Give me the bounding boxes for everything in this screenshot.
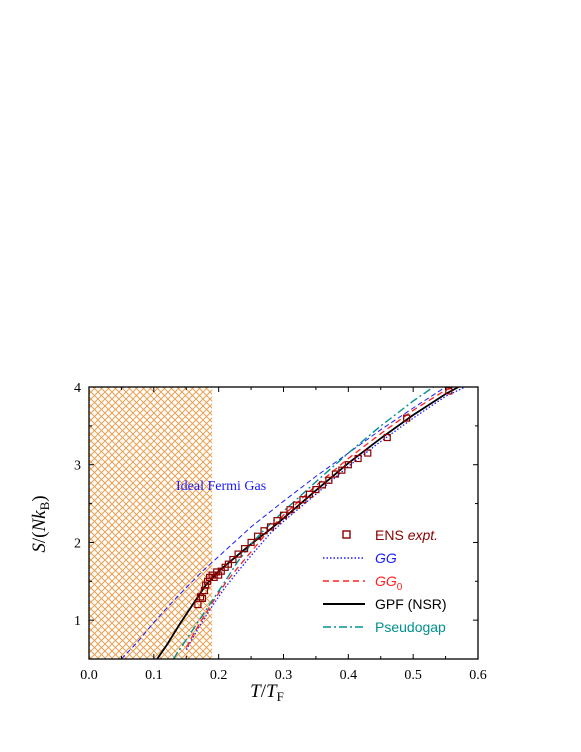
ens-data-point	[198, 594, 207, 602]
legend-label: GPF (NSR)	[375, 596, 447, 612]
ens-marker-layer	[194, 387, 453, 609]
ens-data-point	[325, 476, 333, 484]
y-tick-label: 4	[74, 381, 81, 396]
ens-data-point	[196, 593, 205, 601]
x-axis-title: T/TF	[250, 681, 284, 704]
x-tick-label: 0.1	[145, 668, 163, 683]
y-tick-label: 2	[74, 536, 81, 551]
ens-data-point	[217, 567, 225, 575]
ens-data-point	[260, 527, 268, 535]
ticks-layer: 0.0 0.1 0.2 0.3 0.4 0.5 0.6 1 2 3 4	[74, 381, 487, 683]
legend-label: GG0	[375, 573, 403, 593]
series-line-dashed	[185, 387, 456, 648]
ens-data-point	[312, 485, 320, 494]
x-tick-label: 0.3	[275, 668, 293, 683]
ens-data-point	[383, 433, 391, 442]
series-line-dash-dot	[172, 387, 435, 659]
ens-data-point	[318, 481, 326, 489]
ens-data-point	[253, 532, 262, 540]
ens-data-point	[247, 538, 255, 547]
legend-label: GG	[375, 550, 397, 566]
ens-data-point	[266, 523, 275, 531]
ens-data-point	[338, 466, 346, 474]
ens-data-point	[354, 454, 362, 463]
ens-data-point	[241, 545, 249, 553]
legend-swatch-marker	[342, 530, 351, 539]
ens-data-point	[292, 501, 301, 509]
ens-data-point	[299, 496, 307, 504]
x-tick-label: 0.5	[404, 668, 422, 683]
legend-label: Pseudogap	[375, 619, 446, 635]
y-axis-title: S/(NkB)	[29, 495, 52, 552]
series-line-dashed-ideal	[121, 387, 446, 659]
x-tick-label: 0.4	[340, 668, 358, 683]
ens-data-point	[344, 461, 352, 469]
ens-data-point	[194, 600, 202, 609]
x-tick-label: 0.0	[80, 668, 98, 683]
y-tick-label: 3	[74, 459, 81, 474]
ens-data-point	[273, 517, 281, 525]
hatched-region	[89, 387, 213, 659]
ens-data-point	[286, 506, 294, 514]
ens-data-point	[445, 387, 453, 395]
ens-data-point	[364, 449, 372, 457]
ens-data-point	[224, 560, 232, 568]
x-tick-label: 0.6	[469, 668, 487, 683]
ens-data-point	[202, 581, 210, 589]
ens-data-point	[403, 414, 411, 422]
legend: ENS expt. GG GG0 GPF (NSR) Pseudogap	[323, 527, 447, 635]
legend-label: ENS expt.	[375, 527, 438, 543]
annotation-ideal-fermi-gas: Ideal Fermi Gas	[176, 479, 266, 494]
x-tick-label: 0.2	[210, 668, 228, 683]
y-tick-label: 1	[74, 614, 81, 629]
ens-data-point	[229, 555, 237, 564]
ens-data-point	[305, 490, 314, 498]
ens-data-point	[204, 577, 212, 585]
ens-data-point	[279, 511, 288, 519]
ens-data-point	[331, 470, 339, 478]
ens-data-point	[234, 550, 242, 558]
